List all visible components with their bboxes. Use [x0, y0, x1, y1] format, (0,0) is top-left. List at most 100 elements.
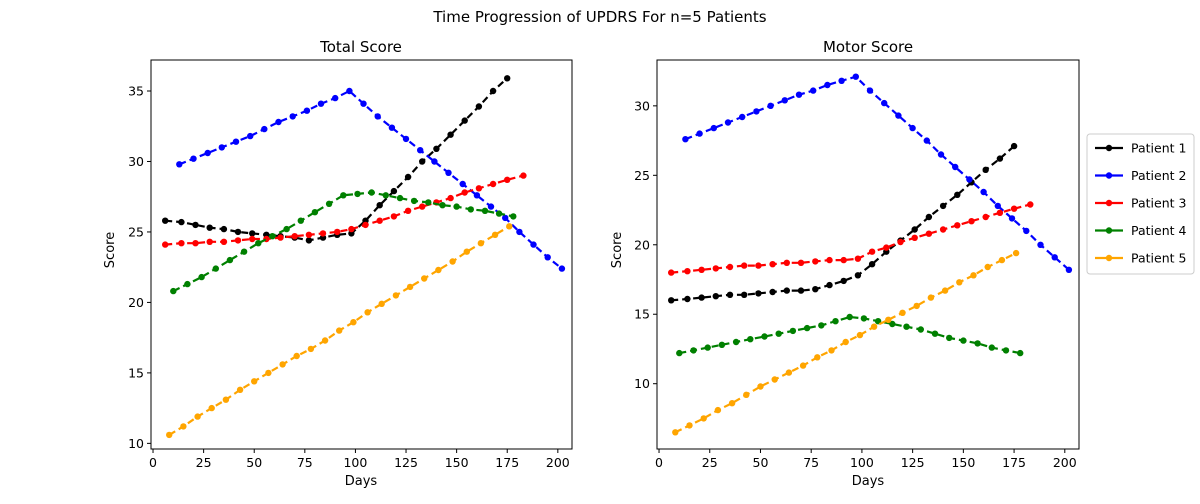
data-point [425, 199, 432, 206]
data-point [558, 265, 566, 272]
data-point [684, 295, 691, 303]
data-point [461, 189, 468, 196]
data-point [960, 337, 967, 344]
data-point [866, 87, 874, 94]
data-point [431, 158, 438, 165]
data-point [1023, 227, 1030, 235]
y-tick-label: 30 [128, 154, 144, 169]
data-point [771, 376, 778, 383]
data-point [769, 261, 776, 268]
data-point [724, 119, 732, 126]
data-point [747, 336, 754, 343]
data-point [684, 268, 691, 275]
data-point [728, 400, 736, 407]
data-point [170, 287, 177, 295]
data-point [704, 344, 711, 351]
data-point [396, 194, 404, 202]
data-point [459, 180, 466, 188]
data-point [828, 347, 835, 354]
data-point [402, 135, 410, 143]
data-point [502, 214, 509, 222]
data-point [676, 349, 683, 357]
data-point [700, 415, 707, 422]
data-point [954, 222, 961, 229]
data-point [208, 404, 215, 412]
data-point [686, 422, 693, 429]
data-point [162, 241, 169, 248]
data-point [204, 149, 211, 157]
x-tick-label: 50 [753, 455, 769, 470]
data-point [757, 383, 764, 390]
x-tick-label: 25 [196, 455, 212, 470]
data-point [956, 279, 963, 286]
data-point [404, 173, 412, 181]
data-point [406, 283, 414, 291]
data-point [289, 113, 296, 120]
panel-title: Motor Score [823, 38, 913, 56]
data-point [741, 291, 748, 298]
data-point [1010, 205, 1018, 212]
y-tick-label: 10 [128, 436, 144, 451]
data-point [184, 280, 191, 288]
data-point [453, 203, 460, 210]
x-tick-label: 75 [803, 455, 819, 470]
data-point [506, 223, 513, 230]
data-point [350, 319, 357, 326]
data-point [544, 254, 551, 261]
y-tick-label: 30 [634, 98, 650, 113]
data-point [334, 228, 341, 236]
series-patient-3 [668, 201, 1034, 276]
data-point [931, 330, 939, 337]
data-point [868, 261, 876, 268]
data-point [726, 263, 734, 271]
data-point [826, 281, 833, 289]
data-point [899, 309, 906, 316]
data-point [885, 316, 892, 323]
data-point [1010, 142, 1018, 150]
x-tick-label: 150 [445, 455, 469, 470]
axes-frame [656, 59, 1080, 450]
data-point [712, 265, 719, 272]
data-point [180, 423, 187, 430]
data-point [307, 345, 315, 353]
data-point [911, 234, 918, 241]
data-point [249, 230, 256, 237]
x-tick-label: 100 [850, 455, 874, 470]
data-point [903, 323, 910, 330]
x-tick-label: 0 [655, 455, 663, 470]
x-tick-label: 125 [901, 455, 925, 470]
data-point [911, 226, 918, 233]
data-point [1037, 241, 1044, 248]
legend-label: Patient 4 [1131, 223, 1186, 238]
data-point [917, 326, 924, 333]
data-point [797, 259, 805, 266]
data-point [390, 187, 398, 195]
data-point [473, 192, 481, 199]
panel-motor-score: Motor Score Days Score 0 25 50 75 100 125 150 1… [610, 38, 1080, 489]
data-point [297, 217, 304, 224]
data-point [925, 213, 933, 221]
data-point [826, 256, 833, 264]
data-point [984, 263, 991, 271]
legend-item: Patient 4 [1095, 223, 1186, 238]
data-point [1027, 201, 1034, 208]
data-point [690, 347, 697, 354]
data-point [860, 315, 868, 322]
legend-marker [1105, 199, 1113, 207]
legend-label: Patient 2 [1131, 168, 1186, 183]
legend: Patient 1 Patient 2 Patient 3 Patient 4 Pati… [1086, 133, 1195, 275]
data-point [732, 338, 740, 346]
series-patient-4 [676, 313, 1024, 357]
data-point [305, 237, 313, 244]
y-axis-label: Score [610, 232, 625, 268]
data-point [362, 221, 369, 229]
data-point [368, 189, 375, 196]
data-point [489, 180, 497, 188]
data-point [447, 194, 454, 202]
data-point [236, 386, 244, 393]
legend-marker [1105, 227, 1113, 234]
data-point [925, 230, 933, 237]
data-point [939, 226, 947, 233]
data-point [883, 244, 890, 251]
